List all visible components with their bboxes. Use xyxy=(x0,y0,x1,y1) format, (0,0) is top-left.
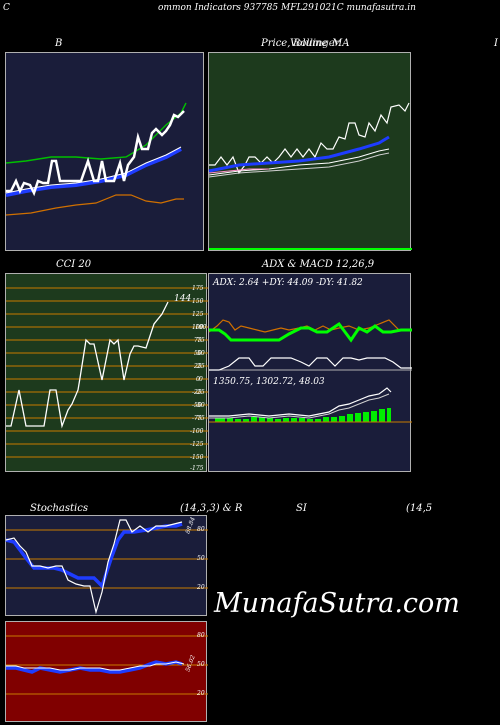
rsi-tick: 80 xyxy=(197,632,205,639)
cci-chart-svg xyxy=(6,287,208,458)
ma-blue xyxy=(208,135,390,173)
cci-tick: -75 xyxy=(192,415,202,422)
stochastics-chart-panel: 88.84 80 50 20 xyxy=(5,515,208,616)
bollinger-lower-band xyxy=(5,194,184,216)
rsi-title: SI xyxy=(296,503,307,514)
left-edge-char: C xyxy=(3,3,10,13)
stoch-tick: 50 xyxy=(197,555,205,562)
adx-white-line xyxy=(209,357,412,371)
adx-green-line xyxy=(209,321,412,343)
cci-tick: 100 xyxy=(192,324,204,331)
adx-tick: 50 xyxy=(197,350,205,357)
cci-gridlines xyxy=(6,287,208,458)
rsi-blue-line xyxy=(6,660,183,674)
stoch-k-line xyxy=(5,519,183,615)
cci-tick: 125 xyxy=(192,311,204,318)
ma-white-1 xyxy=(208,148,390,176)
rsi-params: (14,5 xyxy=(406,503,433,514)
brand-watermark: MunafaSutra.com xyxy=(214,588,460,619)
adx-tick: -50 xyxy=(195,402,205,409)
bollinger-mid-band-inner xyxy=(5,146,182,194)
rsi-chart-svg xyxy=(6,635,208,695)
adx-macd-chart-svg xyxy=(208,319,412,423)
cci-current-value: 144 xyxy=(174,294,192,304)
rsi-white-line xyxy=(6,661,185,671)
adx-macd-chart-panel: ADX: 2.64 +DY: 44.09 -DY: 41.82 1350.75,… xyxy=(195,273,412,472)
bollinger-chart-panel xyxy=(5,52,204,251)
price-ma-chart-panel xyxy=(208,52,412,251)
adx-macd-title: ADX & MACD 12,26,9 xyxy=(262,259,375,270)
price-ma-chart-svg xyxy=(208,102,412,250)
cci-tick: 75 xyxy=(194,337,202,344)
cci-tick: -100 xyxy=(190,428,204,435)
cci-tick: -25 xyxy=(192,389,202,396)
ma-title: MA xyxy=(332,38,350,49)
adx-tick: 0 xyxy=(199,376,203,383)
macd-signal-line xyxy=(209,393,390,419)
volume-title: Volume xyxy=(290,38,328,49)
cci-tick: -125 xyxy=(190,441,204,448)
cci-tick: 50 xyxy=(194,350,202,357)
cci-tick: -150 xyxy=(190,454,204,461)
stoch-d-line xyxy=(5,522,183,590)
bollinger-chart-svg xyxy=(5,102,187,216)
right-edge-title: I xyxy=(494,38,498,49)
stoch-tick: 80 xyxy=(197,526,205,533)
bollinger-price-line xyxy=(6,110,185,197)
cci-title: CCI 20 xyxy=(56,259,92,270)
rsi-chart-panel: 56.02 80 50 20 xyxy=(5,621,208,722)
rsi-tick: 50 xyxy=(197,661,205,668)
rsi-gridlines xyxy=(6,635,208,695)
cci-tick: -50 xyxy=(192,402,202,409)
price-line xyxy=(209,102,410,175)
stochastics-params: (14,3,3) & R xyxy=(180,503,243,514)
cci-line xyxy=(6,301,169,429)
rsi-tick: 20 xyxy=(197,690,205,697)
macd-line xyxy=(209,387,392,417)
stochastics-chart-svg xyxy=(5,519,208,615)
page-header: ommon Indicators 937785 MFL291021C munaf… xyxy=(158,3,416,13)
cci-tick: -175 xyxy=(190,465,204,472)
adx-tick: 25 xyxy=(197,363,205,370)
ma-pink xyxy=(208,168,269,174)
adx-readout: ADX: 2.64 +DY: 44.09 -DY: 41.82 xyxy=(213,278,363,288)
cci-chart-panel: 144 175 150 125 100 75 50 25 0 -25 -50 -… xyxy=(5,273,208,472)
adx-tick: -75 xyxy=(195,415,205,422)
adx-tick: 75 xyxy=(197,337,205,344)
stoch-tick: 20 xyxy=(197,584,205,591)
bollinger-title: B xyxy=(55,38,63,49)
stochastics-title: Stochastics xyxy=(30,503,88,514)
cci-tick: 25 xyxy=(194,363,202,370)
cci-tick: 0 xyxy=(196,376,200,383)
adx-tick: -25 xyxy=(195,389,205,396)
macd-histogram xyxy=(215,408,391,422)
macd-readout: 1350.75, 1302.72, 48.03 xyxy=(213,377,325,387)
cci-tick: 150 xyxy=(192,298,204,305)
cci-tick: 175 xyxy=(192,285,204,292)
stoch-gridlines xyxy=(6,529,208,589)
bollinger-overlay-title: Bollinger xyxy=(293,38,340,49)
ma-white-2 xyxy=(208,152,390,178)
adx-tick: 100 xyxy=(195,324,207,331)
price-title: Price, xyxy=(261,38,291,49)
